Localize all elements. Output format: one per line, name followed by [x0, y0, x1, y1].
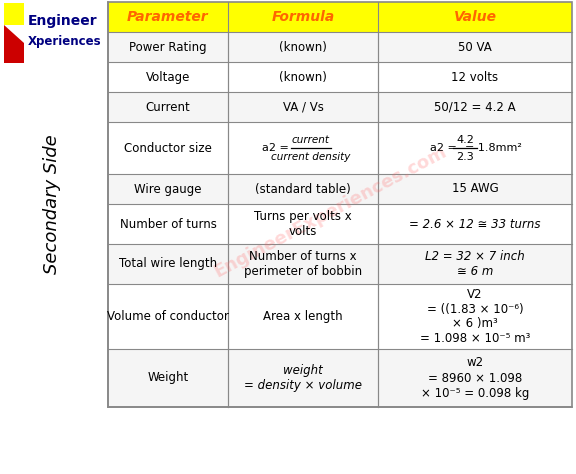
Text: 4.2: 4.2 — [456, 135, 474, 145]
Text: current density: current density — [271, 152, 351, 162]
Bar — [108, 2, 572, 407]
Text: VA / Vs: VA / Vs — [283, 100, 324, 113]
Text: a2 =: a2 = — [430, 143, 456, 153]
Text: w2
= 8960 × 1.098
× 10⁻⁵ = 0.098 kg: w2 = 8960 × 1.098 × 10⁻⁵ = 0.098 kg — [421, 356, 529, 400]
Bar — [108, 284, 572, 349]
Text: Secondary Side: Secondary Side — [43, 135, 61, 274]
Bar — [108, 122, 572, 174]
Text: V2
= ((1.83 × 10⁻⁶)
× 6 )m³
= 1.098 × 10⁻⁵ m³: V2 = ((1.83 × 10⁻⁶) × 6 )m³ = 1.098 × 10… — [420, 288, 530, 346]
Text: EngineerExperiences.com: EngineerExperiences.com — [211, 142, 449, 281]
Bar — [108, 32, 572, 62]
Text: current: current — [292, 135, 330, 145]
Text: a2 =: a2 = — [262, 143, 289, 153]
Text: Voltage: Voltage — [146, 71, 190, 83]
Text: 50 VA: 50 VA — [458, 40, 492, 54]
Bar — [4, 3, 106, 63]
Bar — [108, 174, 572, 204]
Text: 2.3: 2.3 — [456, 152, 474, 162]
Text: Area x length: Area x length — [263, 310, 343, 323]
Text: Wire gauge: Wire gauge — [134, 182, 202, 195]
Text: L2 = 32 × 7 inch
≅ 6 m: L2 = 32 × 7 inch ≅ 6 m — [425, 250, 525, 278]
Bar — [108, 2, 572, 32]
Text: Turns per volts x
volts: Turns per volts x volts — [254, 210, 352, 238]
Text: = 2.6 × 12 ≅ 33 turns: = 2.6 × 12 ≅ 33 turns — [410, 218, 541, 230]
Text: 15 AWG: 15 AWG — [452, 182, 498, 195]
Text: Xperiences: Xperiences — [28, 35, 101, 47]
Text: weight
= density × volume: weight = density × volume — [244, 364, 362, 392]
Text: Total wire length: Total wire length — [119, 257, 217, 271]
Text: Volume of conductor: Volume of conductor — [107, 310, 229, 323]
Polygon shape — [4, 25, 24, 43]
Bar — [108, 62, 572, 92]
Text: Value: Value — [453, 10, 497, 24]
Text: (known): (known) — [279, 40, 327, 54]
Bar — [4, 3, 24, 25]
Bar — [108, 204, 572, 244]
Text: 50/12 = 4.2 A: 50/12 = 4.2 A — [434, 100, 516, 113]
Text: Number of turns x
perimeter of bobbin: Number of turns x perimeter of bobbin — [244, 250, 362, 278]
Text: Formula: Formula — [271, 10, 335, 24]
Text: 12 volts: 12 volts — [452, 71, 499, 83]
Text: Weight: Weight — [147, 372, 188, 384]
Bar — [108, 349, 572, 407]
Text: Parameter: Parameter — [127, 10, 209, 24]
Text: (standard table): (standard table) — [255, 182, 351, 195]
Text: = 1.8mm²: = 1.8mm² — [465, 143, 521, 153]
Bar — [108, 92, 572, 122]
Text: Number of turns: Number of turns — [120, 218, 217, 230]
Bar — [108, 244, 572, 284]
Text: (known): (known) — [279, 71, 327, 83]
Text: Conductor size: Conductor size — [124, 142, 212, 155]
Text: Current: Current — [146, 100, 191, 113]
Bar — [4, 3, 24, 63]
Text: Engineer: Engineer — [28, 14, 97, 28]
Text: Power Rating: Power Rating — [129, 40, 207, 54]
